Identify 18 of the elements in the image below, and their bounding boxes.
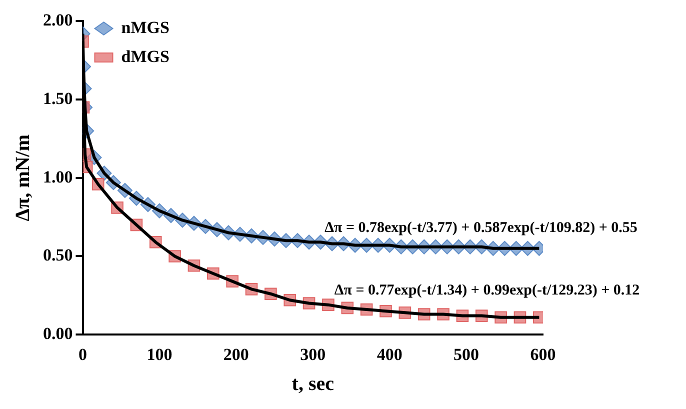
x-tick-label: 400: [376, 345, 402, 364]
x-tick-label: 100: [146, 345, 172, 364]
x-tick-label: 600: [530, 345, 556, 364]
y-tick-label: 0.00: [43, 324, 73, 343]
legend-label: dMGS: [121, 46, 170, 66]
x-tick-label: 300: [300, 345, 326, 364]
y-tick-label: 2.00: [43, 10, 73, 30]
y-tick-label: 1.00: [43, 167, 73, 186]
y-tick-label: 0.50: [43, 246, 73, 265]
y-tick-label: 1.50: [43, 88, 73, 108]
annotation: Δπ = 0.78exp(-t/3.77) + 0.587exp(-t/109.82) + 0.55: [324, 220, 638, 236]
legend-label: nMGS: [121, 18, 170, 37]
x-axis-title: t, sec: [292, 373, 334, 396]
x-tick-label: 0: [78, 345, 87, 364]
annotation: Δπ = 0.77exp(-t/1.34) + 0.99exp(-t/129.23) + 0.12: [334, 282, 640, 299]
x-tick-label: 500: [454, 345, 480, 364]
x-tick-label: 200: [223, 345, 249, 364]
y-axis-title: Δπ, mN/m: [12, 134, 34, 222]
